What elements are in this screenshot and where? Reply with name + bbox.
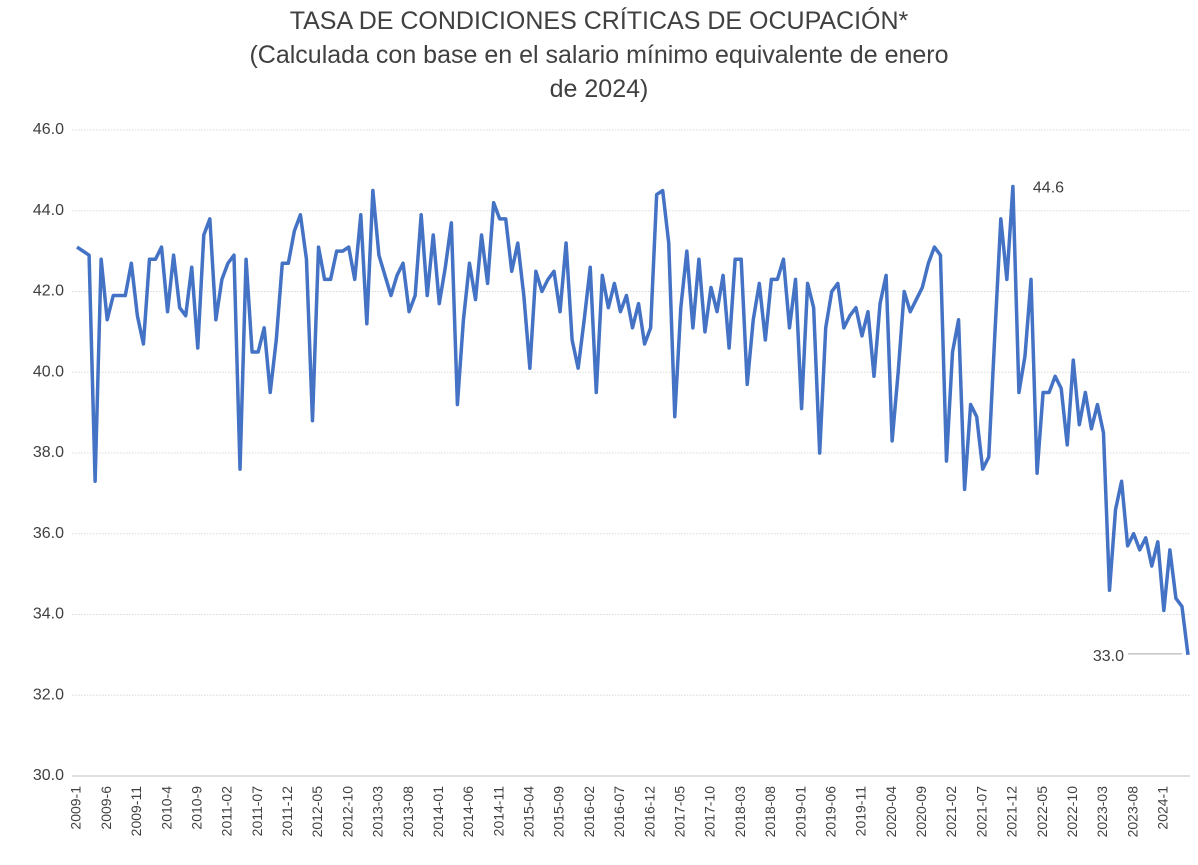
x-tick-label: 2011-07 bbox=[249, 786, 265, 837]
x-tick-label: 2021-02 bbox=[943, 786, 959, 838]
x-tick-label: 2013-03 bbox=[370, 786, 386, 838]
x-tick-label: 2011-02 bbox=[219, 786, 235, 837]
x-tick-label: 2013-08 bbox=[400, 786, 416, 838]
data-label: 44.6 bbox=[1033, 180, 1064, 197]
x-tick-label: 2009-6 bbox=[98, 786, 114, 830]
x-tick-label: 2012-10 bbox=[339, 786, 355, 838]
x-tick-label: 2010-4 bbox=[158, 786, 174, 830]
x-tick-label: 2011-12 bbox=[279, 786, 295, 837]
y-tick-label: 32.0 bbox=[33, 686, 64, 703]
x-tick-label: 2012-05 bbox=[309, 786, 325, 838]
x-tick-label: 2020-04 bbox=[883, 786, 899, 838]
y-tick-label: 30.0 bbox=[33, 767, 64, 784]
y-tick-label: 40.0 bbox=[33, 363, 64, 380]
y-tick-label: 42.0 bbox=[33, 283, 64, 300]
x-tick-label: 2019-06 bbox=[822, 786, 838, 838]
chart-subtitle: (Calculada con base en el salario mínimo… bbox=[249, 41, 949, 103]
y-tick-label: 46.0 bbox=[33, 121, 64, 138]
x-tick-label: 2016-02 bbox=[581, 786, 597, 838]
x-tick-label: 2017-10 bbox=[702, 786, 718, 838]
x-tick-label: 2014-06 bbox=[460, 786, 476, 838]
header: TASA DE CONDICIONES CRÍTICAS DE OCUPACIÓ… bbox=[149, 4, 1049, 106]
x-tick-label: 2015-04 bbox=[521, 786, 537, 838]
x-tick-label: 2010-9 bbox=[188, 786, 204, 830]
x-tick-label: 2018-03 bbox=[732, 786, 748, 838]
x-tick-label: 2024-1 bbox=[1155, 786, 1171, 830]
x-tick-label: 2023-08 bbox=[1124, 786, 1140, 838]
x-tick-label: 2019-11 bbox=[853, 786, 869, 837]
x-tick-label: 2022-05 bbox=[1034, 786, 1050, 838]
x-tick-label: 2023-03 bbox=[1094, 786, 1110, 838]
x-tick-label: 2021-07 bbox=[973, 786, 989, 838]
x-tick-label: 2018-08 bbox=[762, 786, 778, 838]
data-label: 33.0 bbox=[1093, 648, 1124, 665]
x-tick-label: 2014-01 bbox=[430, 786, 446, 838]
x-tick-label: 2014-11 bbox=[490, 786, 506, 837]
y-tick-label: 44.0 bbox=[33, 202, 64, 219]
x-tick-label: 2022-10 bbox=[1064, 786, 1080, 838]
x-tick-label: 2009-11 bbox=[128, 786, 144, 837]
x-tick-label: 2009-1 bbox=[68, 786, 84, 830]
x-tick-label: 2021-12 bbox=[1004, 786, 1020, 838]
x-tick-label: 2017-05 bbox=[672, 786, 688, 838]
x-tick-label: 2015-09 bbox=[551, 786, 567, 838]
x-tick-label: 2019-01 bbox=[792, 786, 808, 838]
chart-title: TASA DE CONDICIONES CRÍTICAS DE OCUPACIÓ… bbox=[289, 7, 909, 35]
x-tick-label: 2016-12 bbox=[641, 786, 657, 838]
x-tick-label: 2016-07 bbox=[611, 786, 627, 838]
y-tick-label: 38.0 bbox=[33, 444, 64, 461]
data-line bbox=[76, 184, 1190, 656]
y-tick-label: 34.0 bbox=[33, 606, 64, 623]
x-tick-label: 2020-09 bbox=[913, 786, 929, 838]
y-tick-label: 36.0 bbox=[33, 525, 64, 542]
